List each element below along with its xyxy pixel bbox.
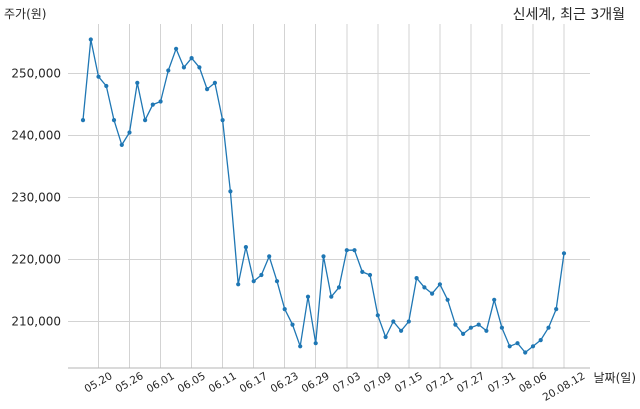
price-point xyxy=(321,254,326,259)
price-point xyxy=(538,338,543,343)
y-tick-label: 210,000 xyxy=(11,315,61,329)
price-point xyxy=(468,325,473,330)
price-point xyxy=(220,118,225,123)
x-tick-label: 06.29 xyxy=(300,370,332,395)
price-point xyxy=(445,297,450,302)
x-tick-label: 07.03 xyxy=(331,370,363,395)
price-point xyxy=(515,341,520,346)
price-point xyxy=(499,325,504,330)
price-point xyxy=(143,118,148,123)
price-point xyxy=(406,319,411,324)
price-point xyxy=(546,325,551,330)
y-tick-label: 250,000 xyxy=(11,67,61,81)
price-point xyxy=(166,68,171,73)
price-point xyxy=(492,297,497,302)
price-point xyxy=(282,307,287,312)
price-point xyxy=(197,65,202,70)
price-point xyxy=(290,322,295,327)
price-point xyxy=(391,319,396,324)
price-point xyxy=(189,56,194,61)
price-point xyxy=(259,272,264,278)
x-tick-label: 05.26 xyxy=(113,370,145,396)
price-point xyxy=(414,276,419,281)
price-point xyxy=(251,279,256,284)
price-point xyxy=(80,118,86,123)
price-point xyxy=(243,245,248,250)
price-point xyxy=(104,83,109,89)
price-point xyxy=(135,80,140,85)
price-point xyxy=(375,313,380,318)
price-point xyxy=(476,322,481,327)
price-point xyxy=(313,341,318,346)
price-point xyxy=(453,322,458,327)
price-point xyxy=(150,102,155,107)
y-tick-labels: 210,000 220,000 230,000 240,000 250,000 xyxy=(11,67,61,329)
x-tick-label: 06.05 xyxy=(176,370,208,395)
price-point xyxy=(507,344,512,349)
x-axis-label: 날짜(일) xyxy=(594,371,636,385)
x-tick-label: 06.17 xyxy=(238,370,270,395)
price-point xyxy=(88,37,93,42)
price-point xyxy=(274,279,280,284)
price-markers xyxy=(80,37,567,355)
x-tick-label: 07.31 xyxy=(486,370,518,395)
y-tick-label: 240,000 xyxy=(11,129,61,143)
y-axis-label: 주가(원) xyxy=(4,7,46,21)
price-point xyxy=(305,294,311,299)
x-tick-label: 06.01 xyxy=(145,370,177,395)
price-line xyxy=(82,38,565,354)
x-tick-label: 06.23 xyxy=(269,370,301,395)
x-tick-label: 20.08.12 xyxy=(541,370,588,404)
x-tick-label: 05.20 xyxy=(82,370,114,395)
price-point xyxy=(367,272,373,278)
price-point xyxy=(461,331,466,336)
price-point xyxy=(383,334,388,340)
price-point xyxy=(298,344,303,349)
price-point xyxy=(181,65,186,70)
price-point xyxy=(399,328,404,333)
price-point xyxy=(174,46,179,51)
price-point xyxy=(329,294,334,299)
x-tick-label: 07.15 xyxy=(393,370,425,395)
x-tick-label: 06.11 xyxy=(207,370,239,395)
grid-lines xyxy=(68,24,590,368)
price-point xyxy=(360,269,365,274)
price-point xyxy=(119,142,124,147)
price-point xyxy=(561,251,567,256)
price-point xyxy=(127,130,132,135)
price-point xyxy=(228,189,233,194)
price-point xyxy=(236,282,241,287)
price-point xyxy=(212,80,217,85)
y-tick-label: 220,000 xyxy=(11,253,61,267)
x-tick-label: 07.21 xyxy=(424,370,456,395)
price-point xyxy=(205,87,210,92)
price-point xyxy=(554,307,559,312)
price-point xyxy=(484,328,489,333)
price-point xyxy=(422,285,427,290)
price-point xyxy=(96,74,101,79)
price-point xyxy=(530,344,536,349)
price-point xyxy=(158,99,163,104)
price-point xyxy=(344,248,349,253)
price-point xyxy=(111,118,117,123)
price-point xyxy=(437,282,442,287)
price-point xyxy=(336,285,342,290)
chart-title: 신세계, 최근 3개월 xyxy=(513,7,625,23)
price-point xyxy=(352,248,357,253)
price-point xyxy=(523,350,528,355)
x-tick-label: 07.09 xyxy=(362,370,394,395)
x-tick-label: 07.27 xyxy=(455,370,487,395)
price-point xyxy=(430,291,435,296)
y-tick-label: 230,000 xyxy=(11,191,61,205)
price-point xyxy=(267,254,272,259)
